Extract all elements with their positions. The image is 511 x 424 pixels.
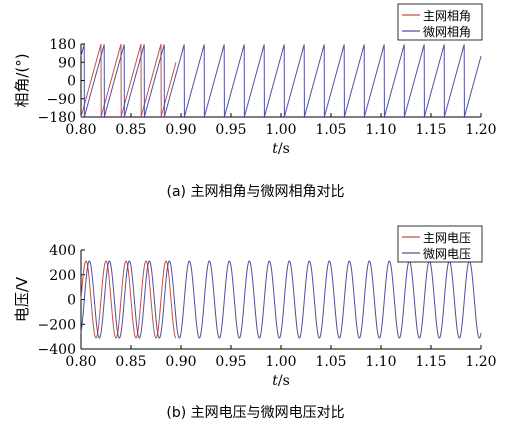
series-line-microgrid	[80, 260, 482, 339]
x-tick-label: 0.80	[65, 122, 96, 138]
y-tick-label: 400	[49, 243, 76, 259]
y-tick-label: −200	[38, 317, 76, 333]
y-tick-label: 200	[49, 268, 76, 284]
legend-label: 微网电压	[423, 247, 471, 261]
x-tick-label: 1.05	[315, 122, 346, 138]
x-tick-label: 1.20	[465, 122, 496, 138]
y-tick-label: 0	[67, 293, 76, 309]
x-tick-label: 0.85	[115, 122, 146, 138]
x-tick-label: 1.15	[415, 354, 446, 370]
y-axis-label: 相角/(°)	[13, 53, 31, 107]
x-tick-label: 0.95	[215, 122, 246, 138]
x-tick-label: 1.10	[365, 354, 396, 370]
x-axis-label: t/s	[272, 373, 290, 389]
caption-b: (b) 主网电压与微网电压对比	[166, 405, 345, 421]
x-tick-label: 1.05	[315, 354, 346, 370]
x-tick-label: 0.80	[65, 354, 96, 370]
y-tick-label: 0	[67, 74, 76, 90]
caption-a: (a) 主网相角与微网相角对比	[166, 184, 345, 200]
y-tick-label: 90	[58, 55, 76, 71]
x-tick-label: 0.90	[165, 122, 196, 138]
series-line-main-grid	[80, 43, 177, 118]
y-tick-label: −180	[38, 110, 76, 126]
y-tick-label: −90	[46, 92, 76, 108]
x-tick-label: 1.00	[265, 354, 296, 370]
legend-label: 微网相角	[423, 25, 471, 39]
x-tick-label: 0.85	[115, 354, 146, 370]
series-line-microgrid	[80, 44, 482, 117]
y-tick-label: −400	[38, 342, 76, 358]
x-tick-label: 1.20	[465, 354, 496, 370]
x-tick-label: 0.90	[165, 354, 196, 370]
panel-a: 0.80 0.85 0.90 0.95 1.00 1.05 1.10 1.15 1.20 180 9…	[13, 3, 497, 157]
series-line-main-grid	[80, 260, 177, 339]
y-tick-label: 180	[49, 37, 76, 53]
legend-label: 主网电压	[423, 231, 471, 245]
legend-box	[397, 3, 483, 41]
x-tick-label: 0.95	[215, 354, 246, 370]
panel-b: 0.80 0.85 0.90 0.95 1.00 1.05 1.10 1.15 1.20 400 2…	[13, 225, 497, 389]
x-tick-label: 1.00	[265, 122, 296, 138]
x-tick-label: 1.10	[365, 122, 396, 138]
x-axis-label: t/s	[272, 141, 290, 157]
legend-box	[397, 225, 483, 263]
legend-label: 主网相角	[423, 9, 471, 23]
y-axis-label: 电压/V	[13, 276, 31, 322]
x-tick-label: 1.15	[415, 122, 446, 138]
